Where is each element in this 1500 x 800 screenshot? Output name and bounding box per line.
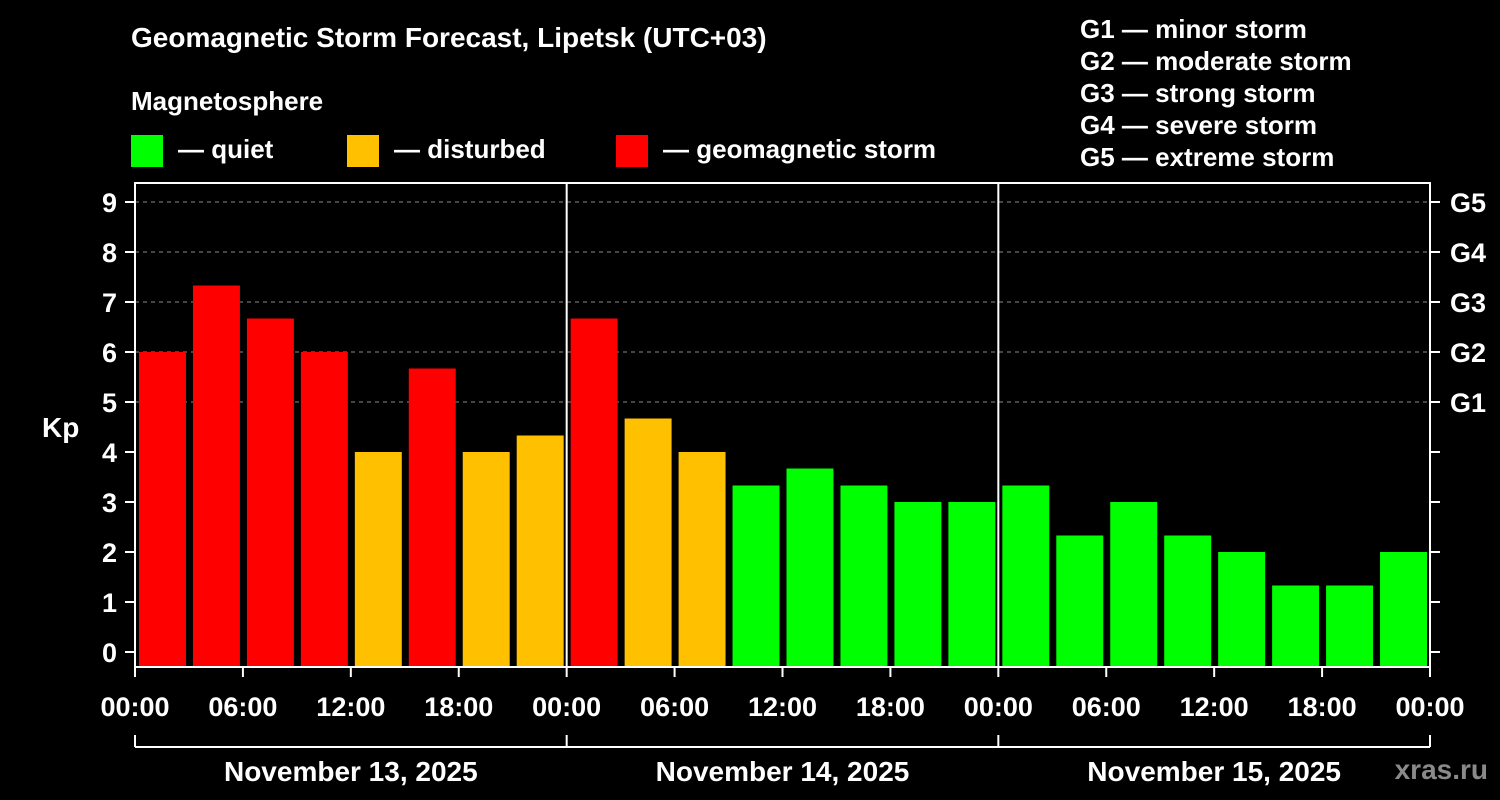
kp-bar [354, 452, 402, 667]
kp-bar [570, 318, 618, 667]
legend-swatch-quiet [131, 135, 163, 167]
g-level-label: G5 [1450, 188, 1486, 218]
kp-bar [1056, 535, 1104, 667]
y-tick-label: 2 [102, 538, 117, 568]
y-tick-label: 3 [102, 488, 117, 518]
y-tick-label: 9 [102, 188, 117, 218]
y-tick-label: 7 [102, 288, 117, 318]
kp-bar [1002, 485, 1050, 667]
x-tick-label: 00:00 [100, 692, 169, 722]
x-tick-label: 18:00 [1288, 692, 1357, 722]
x-tick-label: 18:00 [856, 692, 925, 722]
kp-bar [300, 352, 348, 667]
kp-bar [1164, 535, 1212, 667]
storm-level-g5: G5 — extreme storm [1080, 142, 1335, 172]
kp-bar [1110, 502, 1158, 667]
kp-bar [408, 368, 456, 667]
y-tick-label: 0 [102, 638, 117, 668]
kp-bar [462, 452, 510, 667]
storm-level-g3: G3 — strong storm [1080, 78, 1316, 108]
x-tick-label: 12:00 [748, 692, 817, 722]
kp-bar [894, 502, 942, 667]
storm-level-g1: G1 — minor storm [1080, 14, 1307, 44]
y-tick-label: 8 [102, 238, 117, 268]
g-level-label: G2 [1450, 338, 1486, 368]
y-axis-label: Kp [42, 412, 80, 443]
kp-bar [948, 502, 996, 667]
x-tick-label: 06:00 [1072, 692, 1141, 722]
x-tick-label: 12:00 [1180, 692, 1249, 722]
kp-bar [732, 485, 780, 667]
x-tick-label: 00:00 [964, 692, 1033, 722]
kp-bar [246, 318, 294, 667]
x-tick-label: 00:00 [1395, 692, 1464, 722]
g-level-label: G1 [1450, 388, 1486, 418]
legend-label-storm: — geomagnetic storm [663, 134, 937, 164]
x-tick-label: 12:00 [316, 692, 385, 722]
kp-bar [1326, 585, 1374, 667]
kp-bar [624, 418, 672, 667]
kp-bar [1272, 585, 1320, 667]
y-tick-label: 4 [102, 438, 117, 468]
storm-level-g2: G2 — moderate storm [1080, 46, 1352, 76]
kp-bar [1380, 552, 1427, 667]
chart-subtitle: Magnetosphere [131, 86, 324, 116]
g-level-label: G3 [1450, 288, 1486, 318]
kp-bar [840, 485, 888, 667]
legend-swatch-storm [616, 135, 648, 167]
x-tick-label: 00:00 [532, 692, 601, 722]
date-label: November 13, 2025 [224, 756, 478, 787]
kp-bar [192, 285, 240, 667]
y-tick-label: 1 [102, 588, 117, 618]
x-tick-label: 18:00 [424, 692, 493, 722]
g-level-label: G4 [1450, 238, 1486, 268]
chart-title: Geomagnetic Storm Forecast, Lipetsk (UTC… [131, 22, 767, 53]
legend-label-disturbed: — disturbed [394, 134, 546, 164]
legend-swatch-disturbed [347, 135, 379, 167]
legend-label-quiet: — quiet [178, 134, 274, 164]
y-tick-label: 6 [102, 338, 117, 368]
kp-bar [139, 352, 186, 667]
watermark: xras.ru [1394, 754, 1488, 785]
kp-bar [786, 468, 834, 667]
x-tick-label: 06:00 [208, 692, 277, 722]
storm-level-g4: G4 — severe storm [1080, 110, 1318, 140]
y-tick-label: 5 [102, 388, 117, 418]
date-label: November 15, 2025 [1087, 756, 1341, 787]
kp-bar [516, 435, 564, 667]
date-label: November 14, 2025 [656, 756, 910, 787]
x-tick-label: 06:00 [640, 692, 709, 722]
kp-bar [678, 452, 726, 667]
kp-bar [1218, 552, 1266, 667]
